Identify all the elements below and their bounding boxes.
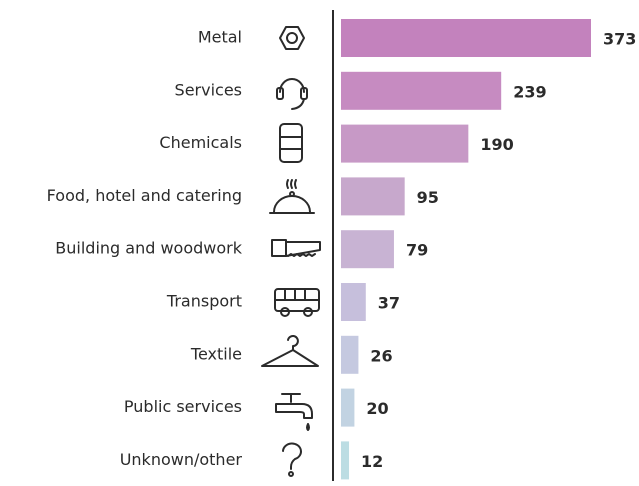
value-label: 239	[513, 82, 546, 101]
bar	[341, 71, 502, 110]
value-label: 12	[361, 452, 383, 471]
category-label: Food, hotel and catering	[47, 186, 242, 205]
category-label: Textile	[190, 344, 242, 363]
category-label: Transport	[166, 292, 242, 311]
value-label: 37	[378, 294, 400, 313]
bar	[341, 177, 405, 216]
bar	[341, 230, 394, 269]
value-label: 26	[370, 346, 392, 365]
category-label: Public services	[124, 397, 242, 416]
bar	[341, 388, 355, 427]
bar	[341, 283, 366, 321]
category-label: Services	[175, 80, 242, 99]
bar	[341, 441, 350, 480]
icon-hanger	[261, 335, 319, 367]
bar	[341, 335, 359, 374]
value-label: 373	[603, 30, 636, 49]
icon-services	[276, 78, 308, 110]
value-label: 20	[366, 399, 388, 418]
value-label: 79	[406, 241, 428, 260]
value-label: 190	[480, 135, 513, 154]
bar	[341, 19, 591, 57]
category-label: Chemicals	[159, 133, 242, 152]
value-label: 95	[417, 188, 439, 207]
icons	[261, 26, 321, 477]
icon-metal	[279, 26, 305, 50]
icon-tap	[275, 393, 313, 431]
category-label: Building and woodwork	[55, 239, 242, 258]
icon-question	[282, 442, 302, 477]
icon-chemicals	[279, 123, 303, 163]
icon-food	[269, 179, 315, 214]
category-label: Metal	[198, 28, 242, 47]
bar	[341, 124, 469, 163]
icon-bus	[274, 288, 320, 317]
category-label: Unknown/other	[120, 450, 243, 469]
icon-saw	[271, 239, 321, 257]
